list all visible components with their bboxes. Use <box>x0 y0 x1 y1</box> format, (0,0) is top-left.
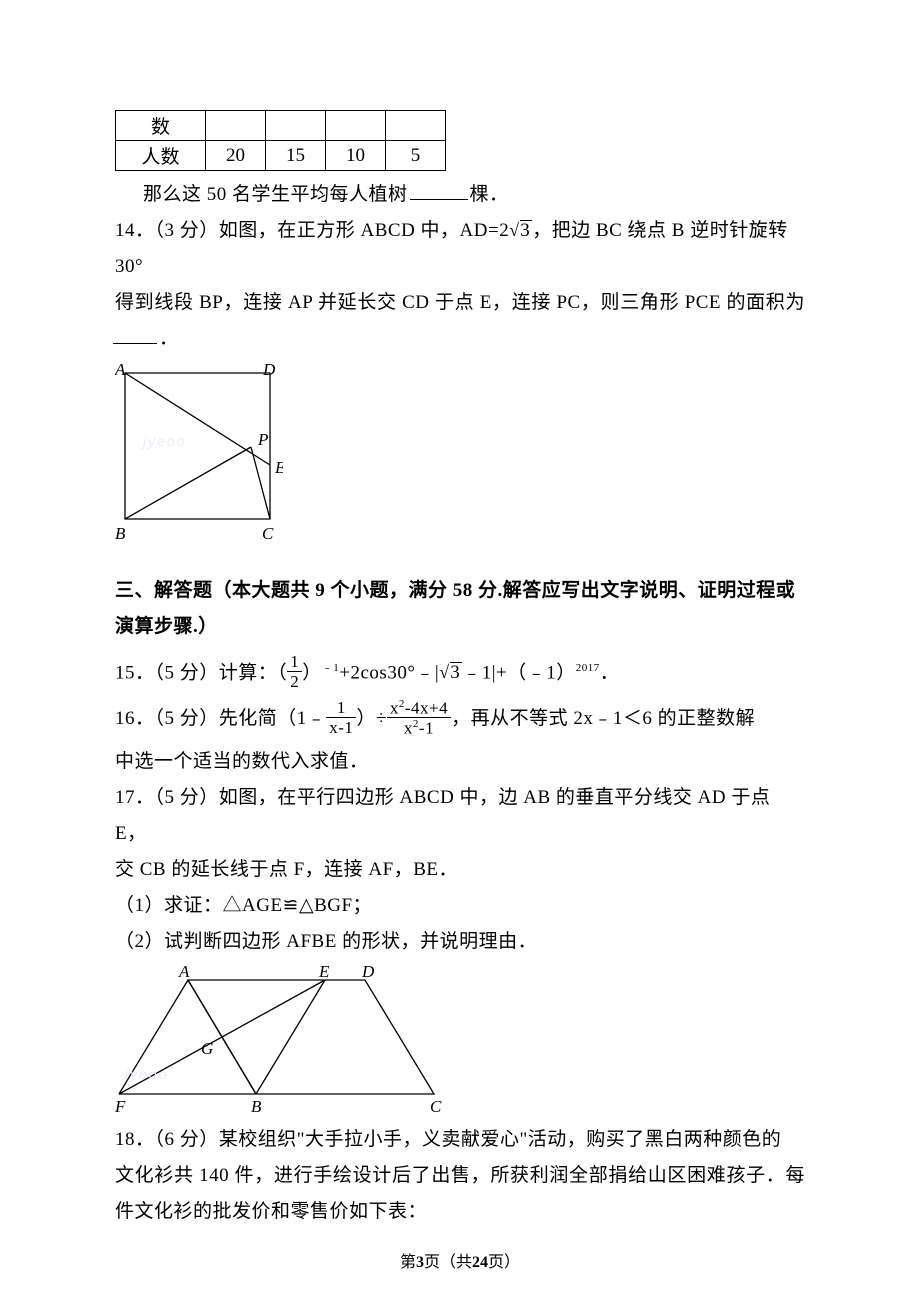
figure-14: jyeoo A D B C P E <box>115 361 805 549</box>
q13-tail: 那么这 50 名学生平均每人植树 棵． <box>115 177 805 213</box>
cell: 15 <box>266 141 326 171</box>
text: -1 <box>419 719 434 738</box>
q15: 15．（5 分）计算：（12）﹣1+2cos30°﹣|3﹣1|+（﹣1）2017… <box>115 647 805 694</box>
page-footer: 第3页（共24页） <box>0 1248 920 1272</box>
q17-sub2: （2）试判断四边形 AFBE 的形状，并说明理由． <box>115 924 805 960</box>
exponent: ﹣1 <box>322 662 340 674</box>
figure-14-svg: A D B C P E <box>115 361 283 549</box>
page: 数 人数 20 15 10 5 那么这 50 名学生平均每人植树 棵． 14．（3… <box>0 0 920 1302</box>
fraction: 12 <box>287 653 302 690</box>
svg-text:A: A <box>178 966 190 981</box>
text: 15．（5 分）计算：（ <box>115 662 287 683</box>
page-total: 24 <box>472 1254 488 1271</box>
text: -4x+4 <box>405 698 448 717</box>
svg-text:E: E <box>274 458 283 477</box>
blank-underline <box>113 326 157 344</box>
text: 16．（5 分）先化简（1﹣ <box>115 708 326 729</box>
figure-17: jyeoo A E D F B C G <box>115 966 805 1116</box>
q17-sub1: （1）求证：△AGE≌△BGF； <box>115 888 805 924</box>
text: ）÷ <box>356 708 386 729</box>
q14-line1: 14．（3 分）如图，在正方形 ABCD 中，AD=23，把边 BC 绕点 B … <box>115 213 805 285</box>
fraction: 1x-1 <box>326 699 356 736</box>
svg-text:C: C <box>430 1097 442 1116</box>
text: 页（共 <box>424 1254 472 1271</box>
cell <box>266 111 326 141</box>
svg-text:A: A <box>115 361 126 379</box>
sqrt-icon: 3 <box>509 213 532 249</box>
figure-17-svg: A E D F B C G <box>115 966 450 1116</box>
svg-text:D: D <box>361 966 375 981</box>
q16-line2: 中选一个适当的数代入求值． <box>115 744 805 780</box>
text: x <box>390 698 399 717</box>
text: x <box>404 719 413 738</box>
page-current: 3 <box>416 1254 424 1271</box>
svg-text:P: P <box>257 430 268 449</box>
q16-line1: 16．（5 分）先化简（1﹣1x-1）÷x2-4x+4x2-1，再从不等式 2x… <box>115 694 805 744</box>
q18-line3: 件文化衫的批发价和零售价如下表： <box>115 1194 805 1230</box>
text: ，再从不等式 2x﹣1＜6 的正整数解 <box>451 708 755 729</box>
text: 页） <box>488 1254 520 1271</box>
q13-tail-suffix: 棵． <box>470 184 509 205</box>
q14-line3: ． <box>115 321 805 357</box>
cell: 20 <box>206 141 266 171</box>
watermark: jyeoo <box>143 433 186 449</box>
text: ． <box>159 328 179 349</box>
table-row: 数 <box>116 111 446 141</box>
svg-text:D: D <box>262 361 276 379</box>
cell <box>326 111 386 141</box>
blank-underline <box>410 182 468 200</box>
text: ． <box>600 662 620 683</box>
q18-line1: 18．（6 分）某校组织"大手拉小手，义卖献爱心"活动，购买了黑白两种颜色的 <box>115 1122 805 1158</box>
svg-text:B: B <box>251 1097 262 1116</box>
svg-text:B: B <box>115 524 126 543</box>
cell: 10 <box>326 141 386 171</box>
table-row: 人数 20 15 10 5 <box>116 141 446 171</box>
fraction: x2-4x+4x2-1 <box>387 699 451 737</box>
q17-line2: 交 CB 的延长线于点 F，连接 AF，BE． <box>115 852 805 888</box>
q18-line2: 文化衫共 140 件，进行手绘设计后了出售，所获利润全部捐给山区困难孩子．每 <box>115 1158 805 1194</box>
cell: 人数 <box>116 141 206 171</box>
sqrt-icon: 3 <box>439 652 462 694</box>
svg-text:G: G <box>201 1039 213 1058</box>
watermark: jyeoo <box>125 1066 168 1082</box>
cell <box>206 111 266 141</box>
text: 第 <box>400 1254 416 1271</box>
svg-text:F: F <box>115 1097 126 1116</box>
svg-text:E: E <box>318 966 330 981</box>
text: ﹣1|+（﹣1） <box>462 662 576 683</box>
exponent: 2017 <box>576 662 600 674</box>
text: +2cos30°﹣| <box>339 662 439 683</box>
cell: 数 <box>116 111 206 141</box>
q13-table: 数 人数 20 15 10 5 <box>115 110 446 171</box>
q13-tail-prefix: 那么这 50 名学生平均每人植树 <box>143 184 408 205</box>
text: 14．（3 分）如图，在正方形 ABCD 中，AD=2 <box>115 220 509 241</box>
text: ） <box>302 662 322 683</box>
section-3-heading: 三、解答题（本大题共 9 个小题，满分 58 分.解答应写出文字说明、证明过程或… <box>115 573 805 645</box>
cell <box>386 111 446 141</box>
svg-text:C: C <box>262 524 274 543</box>
cell: 5 <box>386 141 446 171</box>
q17-line1: 17．（5 分）如图，在平行四边形 ABCD 中，边 AB 的垂直平分线交 AD… <box>115 780 805 852</box>
q14-line2: 得到线段 BP，连接 AP 并延长交 CD 于点 E，连接 PC，则三角形 PC… <box>115 285 805 321</box>
